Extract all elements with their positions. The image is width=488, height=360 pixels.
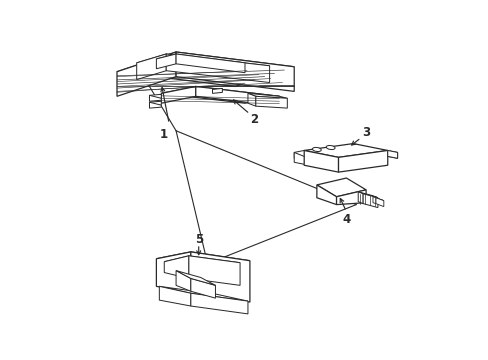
Polygon shape bbox=[117, 52, 176, 96]
Text: 1: 1 bbox=[159, 128, 167, 141]
Polygon shape bbox=[190, 252, 249, 302]
Polygon shape bbox=[156, 252, 249, 267]
Polygon shape bbox=[372, 197, 383, 201]
Polygon shape bbox=[149, 95, 161, 101]
Polygon shape bbox=[159, 286, 190, 306]
Polygon shape bbox=[164, 256, 240, 269]
Text: 3: 3 bbox=[361, 126, 369, 139]
Polygon shape bbox=[372, 197, 375, 204]
Polygon shape bbox=[149, 94, 161, 99]
Polygon shape bbox=[387, 150, 397, 158]
Polygon shape bbox=[137, 54, 166, 80]
Polygon shape bbox=[212, 89, 222, 93]
Polygon shape bbox=[164, 256, 188, 278]
Polygon shape bbox=[338, 150, 387, 172]
Polygon shape bbox=[159, 286, 247, 301]
Polygon shape bbox=[255, 96, 287, 108]
Polygon shape bbox=[156, 54, 176, 69]
Polygon shape bbox=[363, 194, 377, 208]
Polygon shape bbox=[247, 93, 255, 106]
Polygon shape bbox=[176, 54, 244, 73]
Polygon shape bbox=[149, 102, 161, 108]
Ellipse shape bbox=[312, 148, 321, 152]
Polygon shape bbox=[195, 86, 279, 106]
Text: 5: 5 bbox=[194, 233, 203, 246]
Polygon shape bbox=[149, 101, 161, 106]
Polygon shape bbox=[166, 54, 269, 82]
Polygon shape bbox=[161, 86, 195, 103]
Polygon shape bbox=[212, 89, 222, 93]
Polygon shape bbox=[336, 190, 366, 204]
Polygon shape bbox=[294, 150, 304, 158]
Text: 2: 2 bbox=[249, 113, 257, 126]
Text: 4: 4 bbox=[342, 213, 350, 226]
Polygon shape bbox=[190, 293, 247, 314]
Polygon shape bbox=[316, 185, 336, 204]
Ellipse shape bbox=[325, 145, 334, 149]
Polygon shape bbox=[156, 252, 190, 293]
Polygon shape bbox=[190, 278, 215, 298]
Polygon shape bbox=[387, 150, 397, 158]
Polygon shape bbox=[375, 198, 383, 207]
Polygon shape bbox=[358, 192, 363, 204]
Polygon shape bbox=[176, 52, 294, 91]
Polygon shape bbox=[316, 178, 366, 197]
Polygon shape bbox=[294, 152, 304, 164]
Polygon shape bbox=[188, 256, 240, 285]
Polygon shape bbox=[247, 93, 287, 98]
Polygon shape bbox=[176, 271, 190, 291]
Polygon shape bbox=[304, 150, 338, 172]
Polygon shape bbox=[156, 54, 244, 68]
Polygon shape bbox=[358, 192, 377, 198]
Polygon shape bbox=[176, 271, 215, 285]
Polygon shape bbox=[137, 54, 269, 75]
Polygon shape bbox=[117, 52, 294, 86]
Polygon shape bbox=[304, 144, 387, 157]
Polygon shape bbox=[161, 86, 279, 103]
